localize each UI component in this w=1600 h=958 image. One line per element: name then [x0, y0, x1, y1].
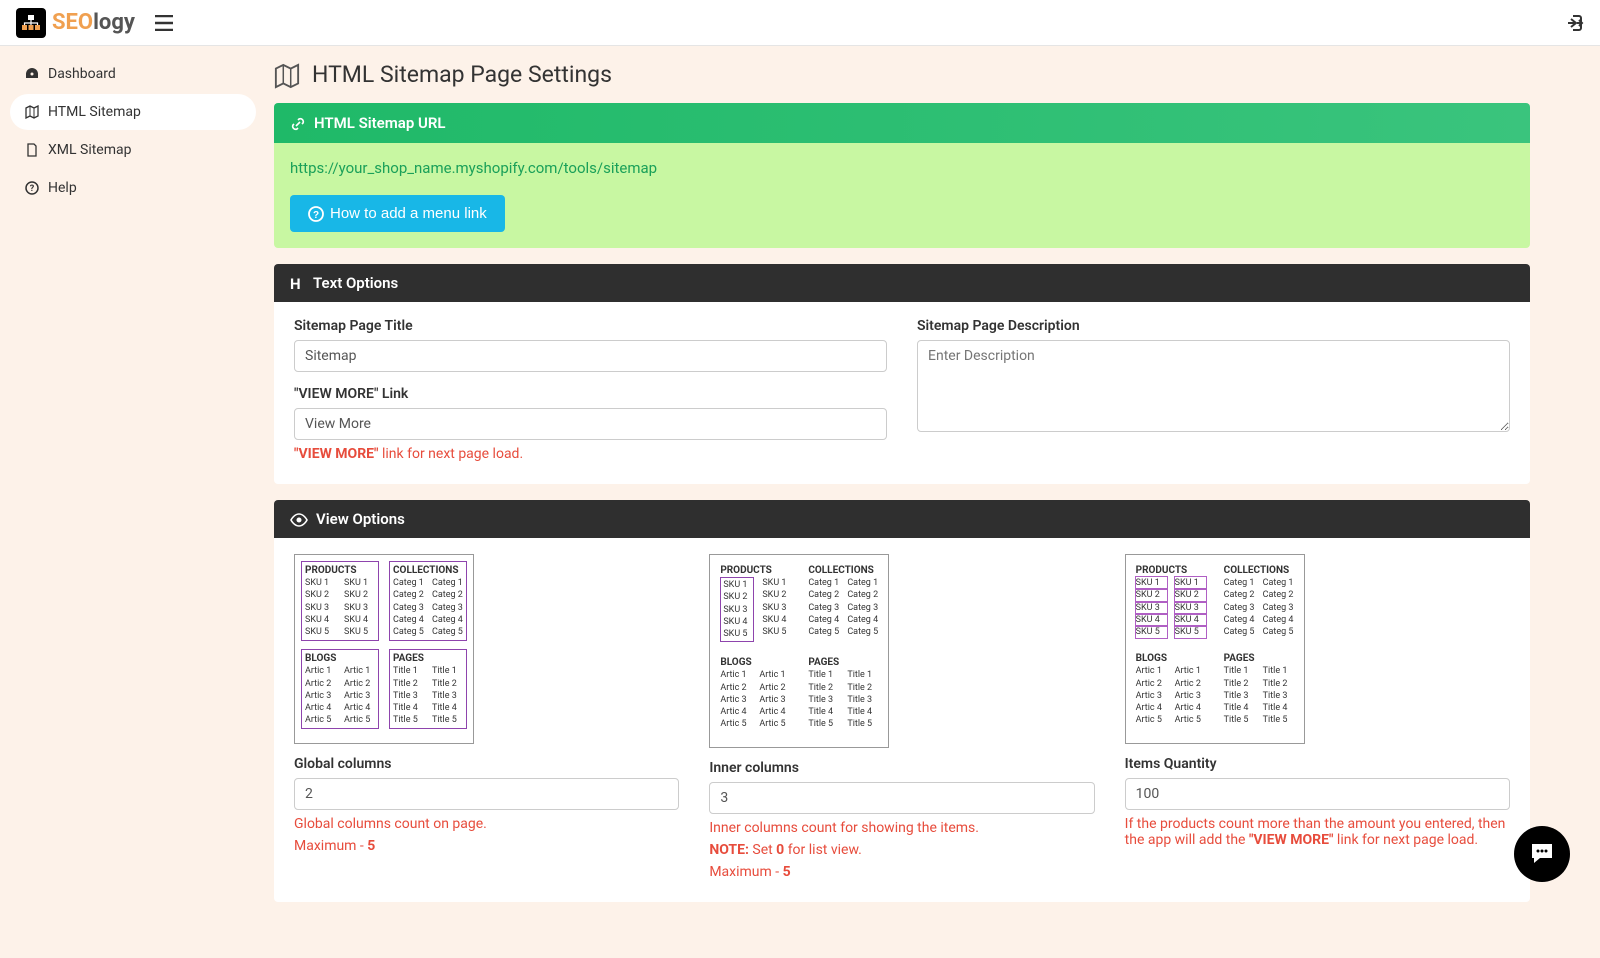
- items-quantity-input[interactable]: [1125, 778, 1510, 810]
- logout-icon[interactable]: [1566, 12, 1584, 33]
- eye-icon: [290, 510, 308, 528]
- chat-bubble-button[interactable]: [1514, 826, 1570, 882]
- inner-columns-help2: NOTE: Set 0 for list view.: [709, 842, 1094, 858]
- global-columns-input[interactable]: [294, 778, 679, 810]
- link-icon: [290, 114, 306, 132]
- global-columns-help1: Global columns count on page.: [294, 816, 679, 832]
- sidebar-item-label: Help: [48, 180, 77, 196]
- sitemap-url-link[interactable]: https://your_shop_name.myshopify.com/too…: [290, 159, 657, 177]
- url-panel-title: HTML Sitemap URL: [314, 114, 446, 132]
- dashboard-icon: [24, 66, 40, 82]
- text-options-title: Text Options: [313, 274, 398, 292]
- view-options-head: View Options: [274, 500, 1530, 538]
- global-columns-help2: Maximum - 5: [294, 838, 679, 854]
- sidebar-item-dashboard[interactable]: Dashboard: [10, 56, 256, 92]
- logo[interactable]: SEOlogy: [16, 8, 135, 38]
- svg-text:?: ?: [30, 184, 35, 194]
- items-quantity-label: Items Quantity: [1125, 756, 1510, 772]
- items-quantity-preview[interactable]: PRODUCTS SKU 1SKU 2SKU 3SKU 4SKU 5SKU 1S…: [1125, 554, 1305, 744]
- view-more-input[interactable]: [294, 408, 887, 440]
- page-title: HTML Sitemap Page Settings: [312, 61, 612, 88]
- inner-columns-help3: Maximum - 5: [709, 864, 1094, 880]
- sidebar-item-label: Dashboard: [48, 66, 116, 82]
- global-columns-label: Global columns: [294, 756, 679, 772]
- items-quantity-col: PRODUCTS SKU 1SKU 2SKU 3SKU 4SKU 5SKU 1S…: [1125, 554, 1510, 880]
- main-content: HTML Sitemap Page Settings HTML Sitemap …: [260, 46, 1600, 958]
- svg-text:?: ?: [313, 210, 319, 221]
- inner-columns-preview[interactable]: PRODUCTS SKU 1SKU 2SKU 3SKU 4SKU 5SKU 1S…: [709, 554, 889, 748]
- sidebar-item-help[interactable]: ? Help: [10, 170, 256, 206]
- inner-columns-label: Inner columns: [709, 760, 1094, 776]
- help-icon: ?: [24, 180, 40, 196]
- how-button-label: How to add a menu link: [330, 205, 487, 222]
- global-columns-col: PRODUCTS SKU 1SKU 2SKU 3SKU 4SKU 5SKU 1S…: [294, 554, 679, 880]
- hamburger-icon[interactable]: [155, 12, 173, 33]
- inner-columns-input[interactable]: [709, 782, 1094, 814]
- sidebar-item-label: HTML Sitemap: [48, 104, 141, 120]
- items-quantity-help: If the products count more than the amou…: [1125, 816, 1510, 848]
- sidebar: Dashboard HTML Sitemap XML Sitemap ? Hel…: [0, 46, 260, 958]
- inner-columns-col: PRODUCTS SKU 1SKU 2SKU 3SKU 4SKU 5SKU 1S…: [709, 554, 1094, 880]
- topbar: SEOlogy: [0, 0, 1600, 46]
- view-options-body: PRODUCTS SKU 1SKU 2SKU 3SKU 4SKU 5SKU 1S…: [274, 538, 1530, 902]
- inner-columns-help1: Inner columns count for showing the item…: [709, 820, 1094, 836]
- url-panel-body: https://your_shop_name.myshopify.com/too…: [274, 143, 1530, 248]
- view-options-panel: View Options PRODUCTS SKU 1SKU 2SKU 3SKU…: [274, 500, 1530, 902]
- text-options-head: H Text Options: [274, 264, 1530, 302]
- logo-text-a: SEO: [52, 10, 93, 35]
- sitemap-title-label: Sitemap Page Title: [294, 318, 887, 334]
- how-to-add-menu-link-button[interactable]: ? How to add a menu link: [290, 195, 505, 232]
- text-options-panel: H Text Options Sitemap Page Title "VIEW …: [274, 264, 1530, 484]
- logo-badge-icon: [16, 8, 46, 38]
- url-panel: HTML Sitemap URL https://your_shop_name.…: [274, 103, 1530, 248]
- view-more-helper: "VIEW MORE" link for next page load.: [294, 446, 887, 462]
- question-circle-icon: ?: [308, 205, 324, 222]
- sidebar-item-label: XML Sitemap: [48, 142, 132, 158]
- url-panel-head: HTML Sitemap URL: [274, 103, 1530, 143]
- sitemap-title-input[interactable]: [294, 340, 887, 372]
- view-options-title: View Options: [316, 510, 405, 528]
- page-title-row: HTML Sitemap Page Settings: [274, 60, 1530, 89]
- sidebar-item-xml-sitemap[interactable]: XML Sitemap: [10, 132, 256, 168]
- sidebar-item-html-sitemap[interactable]: HTML Sitemap: [10, 94, 256, 130]
- heading-icon: H: [290, 274, 305, 292]
- description-textarea[interactable]: [917, 340, 1510, 432]
- logo-text-b: logy: [93, 10, 135, 35]
- global-columns-preview[interactable]: PRODUCTS SKU 1SKU 2SKU 3SKU 4SKU 5SKU 1S…: [294, 554, 474, 744]
- topbar-left: SEOlogy: [16, 8, 173, 38]
- file-icon: [24, 142, 40, 158]
- map-icon: [24, 104, 40, 120]
- map-icon: [274, 60, 300, 89]
- description-label: Sitemap Page Description: [917, 318, 1510, 334]
- view-more-label: "VIEW MORE" Link: [294, 386, 887, 402]
- svg-text:H: H: [290, 276, 301, 291]
- text-options-body: Sitemap Page Title "VIEW MORE" Link "VIE…: [274, 302, 1530, 484]
